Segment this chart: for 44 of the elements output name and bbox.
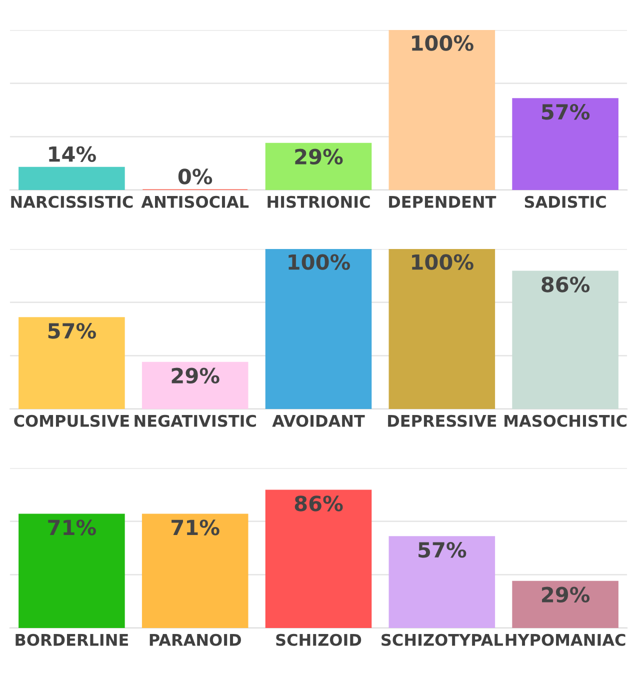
x-tick-label: COMPULSIVE <box>14 414 129 427</box>
data-label: 29% <box>542 586 590 603</box>
data-label: 57% <box>542 104 590 120</box>
x-tick-label: SCHIZOTYPAL <box>382 634 503 646</box>
x-tick-label: ANTISOCIAL <box>141 196 249 208</box>
x-tick-label: HISTRIONIC <box>268 196 370 208</box>
bar <box>512 270 618 409</box>
data-label: 57% <box>48 322 96 339</box>
data-label: 71% <box>172 520 220 536</box>
bar <box>512 98 618 190</box>
x-tick-label: SADISTIC <box>524 196 606 208</box>
data-label: 100% <box>412 35 474 51</box>
bar <box>388 249 496 409</box>
x-tick-label: SCHIZOID <box>276 634 362 646</box>
bar <box>265 142 372 190</box>
data-label: 14% <box>49 146 96 162</box>
data-label: 29% <box>172 368 220 384</box>
x-tick-label: HYPOMANIAC <box>506 634 626 646</box>
data-label: 29% <box>295 148 343 165</box>
x-tick-label: PARANOID <box>150 634 241 646</box>
data-label: 100% <box>288 254 350 270</box>
bar <box>512 580 618 628</box>
data-label: 100% <box>412 254 474 270</box>
data-label: 86% <box>542 276 590 292</box>
data-label: 0% <box>178 168 212 184</box>
data-label: 57% <box>418 542 466 558</box>
bar <box>388 536 496 628</box>
bar <box>18 514 125 628</box>
x-tick-label: DEPRESSIVE <box>388 414 496 427</box>
bar <box>18 166 125 190</box>
bar <box>142 362 248 409</box>
bar <box>388 30 496 190</box>
data-label: 86% <box>294 496 343 512</box>
x-tick-label: MASOCHISTIC <box>504 414 626 427</box>
x-tick-label: NARCISSISTIC <box>11 196 133 208</box>
x-tick-label: NEGATIVISTIC <box>134 414 256 427</box>
x-tick-label: BORDERLINE <box>16 634 128 646</box>
x-tick-label: AVOIDANT <box>272 414 365 427</box>
bar <box>18 317 125 409</box>
x-tick-label: DEPENDENT <box>389 196 496 208</box>
bar <box>142 514 248 628</box>
data-label: 71% <box>48 520 96 536</box>
bar <box>265 490 372 628</box>
bar <box>265 249 372 409</box>
